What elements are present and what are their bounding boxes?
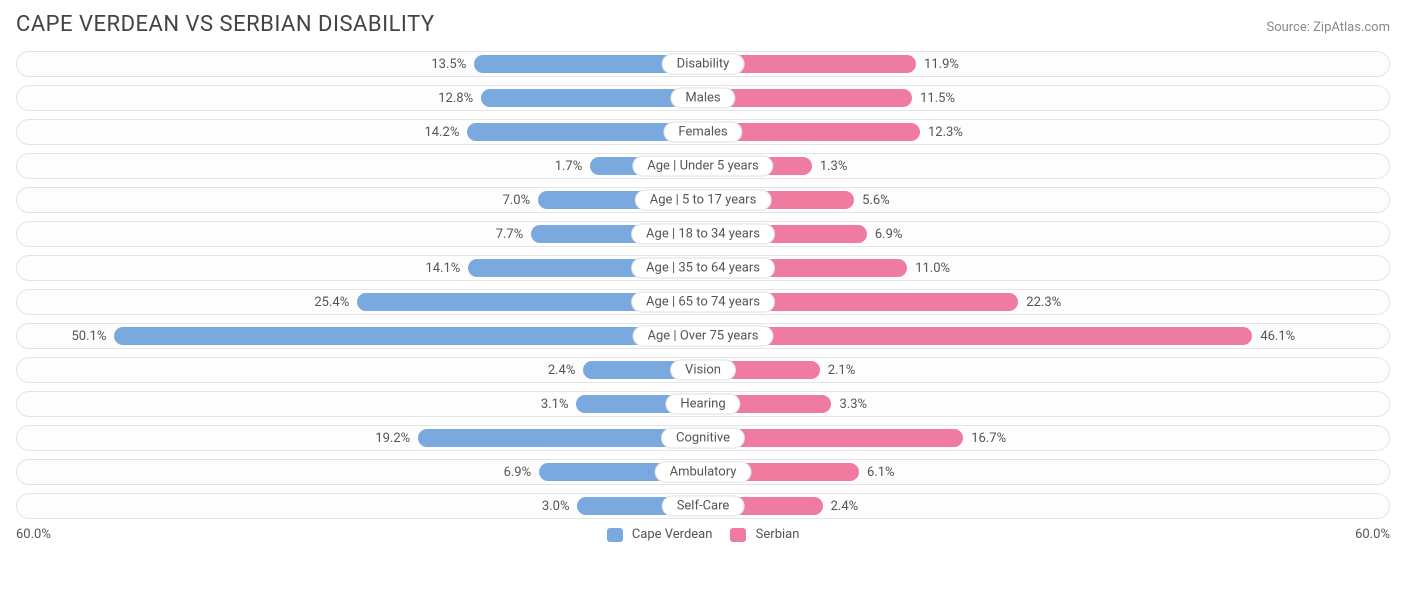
- right-value: 22.3%: [1018, 295, 1069, 310]
- right-value: 11.9%: [916, 57, 967, 72]
- left-value: 1.7%: [547, 159, 591, 174]
- left-bar: [114, 327, 703, 345]
- row-label: Age | 35 to 64 years: [631, 258, 775, 279]
- legend: Cape Verdean Serbian: [607, 527, 800, 542]
- bar-row: 14.2% 12.3% Females: [16, 119, 1390, 145]
- diverging-bar-chart: 13.5% 11.9% Disability 12.8% 11.5% Males 14.2%…: [16, 51, 1390, 519]
- legend-item-left: Cape Verdean: [607, 527, 713, 542]
- left-value: 3.1%: [533, 397, 577, 412]
- bar-row: 25.4% 22.3% Age | 65 to 74 years: [16, 289, 1390, 315]
- row-label: Age | 18 to 34 years: [631, 224, 775, 245]
- legend-item-right: Serbian: [730, 527, 799, 542]
- left-value: 50.1%: [63, 329, 114, 344]
- row-label: Age | 5 to 17 years: [635, 190, 772, 211]
- row-label: Ambulatory: [655, 462, 752, 483]
- legend-label-left: Cape Verdean: [632, 527, 713, 542]
- bar-row: 1.7% 1.3% Age | Under 5 years: [16, 153, 1390, 179]
- bar-row: 6.9% 6.1% Ambulatory: [16, 459, 1390, 485]
- bar-row: 7.0% 5.6% Age | 5 to 17 years: [16, 187, 1390, 213]
- right-value: 11.0%: [907, 261, 958, 276]
- row-label: Disability: [662, 54, 745, 75]
- right-value: 5.6%: [854, 193, 898, 208]
- chart-header: CAPE VERDEAN VS SERBIAN DISABILITY Sourc…: [16, 12, 1390, 37]
- left-value: 25.4%: [306, 295, 357, 310]
- right-value: 12.3%: [920, 125, 971, 140]
- bar-row: 19.2% 16.7% Cognitive: [16, 425, 1390, 451]
- left-value: 13.5%: [423, 57, 474, 72]
- row-label: Vision: [670, 360, 736, 381]
- bar-row: 50.1% 46.1% Age | Over 75 years: [16, 323, 1390, 349]
- left-value: 14.1%: [417, 261, 468, 276]
- row-label: Self-Care: [662, 496, 745, 517]
- bar-row: 2.4% 2.1% Vision: [16, 357, 1390, 383]
- right-value: 2.4%: [823, 499, 867, 514]
- axis-max-left: 60.0%: [16, 527, 51, 542]
- right-value: 3.3%: [831, 397, 875, 412]
- legend-swatch-left: [607, 528, 623, 542]
- right-bar: [703, 327, 1252, 345]
- chart-source: Source: ZipAtlas.com: [1266, 20, 1390, 35]
- right-value: 16.7%: [963, 431, 1014, 446]
- row-label: Age | Over 75 years: [633, 326, 774, 347]
- legend-swatch-right: [730, 528, 746, 542]
- left-value: 14.2%: [416, 125, 467, 140]
- right-value: 1.3%: [812, 159, 856, 174]
- left-value: 12.8%: [430, 91, 481, 106]
- chart-title: CAPE VERDEAN VS SERBIAN DISABILITY: [16, 12, 435, 37]
- left-value: 19.2%: [367, 431, 418, 446]
- row-label: Females: [663, 122, 742, 143]
- bar-row: 3.1% 3.3% Hearing: [16, 391, 1390, 417]
- right-value: 46.1%: [1252, 329, 1303, 344]
- row-label: Age | Under 5 years: [632, 156, 773, 177]
- axis-max-right: 60.0%: [1355, 527, 1390, 542]
- legend-label-right: Serbian: [756, 527, 800, 542]
- row-label: Cognitive: [661, 428, 745, 449]
- row-label: Hearing: [665, 394, 740, 415]
- row-label: Males: [670, 88, 735, 109]
- row-label: Age | 65 to 74 years: [631, 292, 775, 313]
- left-value: 7.0%: [495, 193, 539, 208]
- right-value: 6.1%: [859, 465, 903, 480]
- bar-row: 13.5% 11.9% Disability: [16, 51, 1390, 77]
- left-value: 7.7%: [488, 227, 532, 242]
- right-value: 6.9%: [867, 227, 911, 242]
- left-value: 6.9%: [496, 465, 540, 480]
- axis-row: 60.0% Cape Verdean Serbian 60.0%: [16, 527, 1390, 542]
- right-value: 2.1%: [820, 363, 864, 378]
- left-value: 3.0%: [534, 499, 578, 514]
- bar-row: 12.8% 11.5% Males: [16, 85, 1390, 111]
- right-value: 11.5%: [912, 91, 963, 106]
- left-value: 2.4%: [540, 363, 584, 378]
- bar-row: 3.0% 2.4% Self-Care: [16, 493, 1390, 519]
- bar-row: 7.7% 6.9% Age | 18 to 34 years: [16, 221, 1390, 247]
- bar-row: 14.1% 11.0% Age | 35 to 64 years: [16, 255, 1390, 281]
